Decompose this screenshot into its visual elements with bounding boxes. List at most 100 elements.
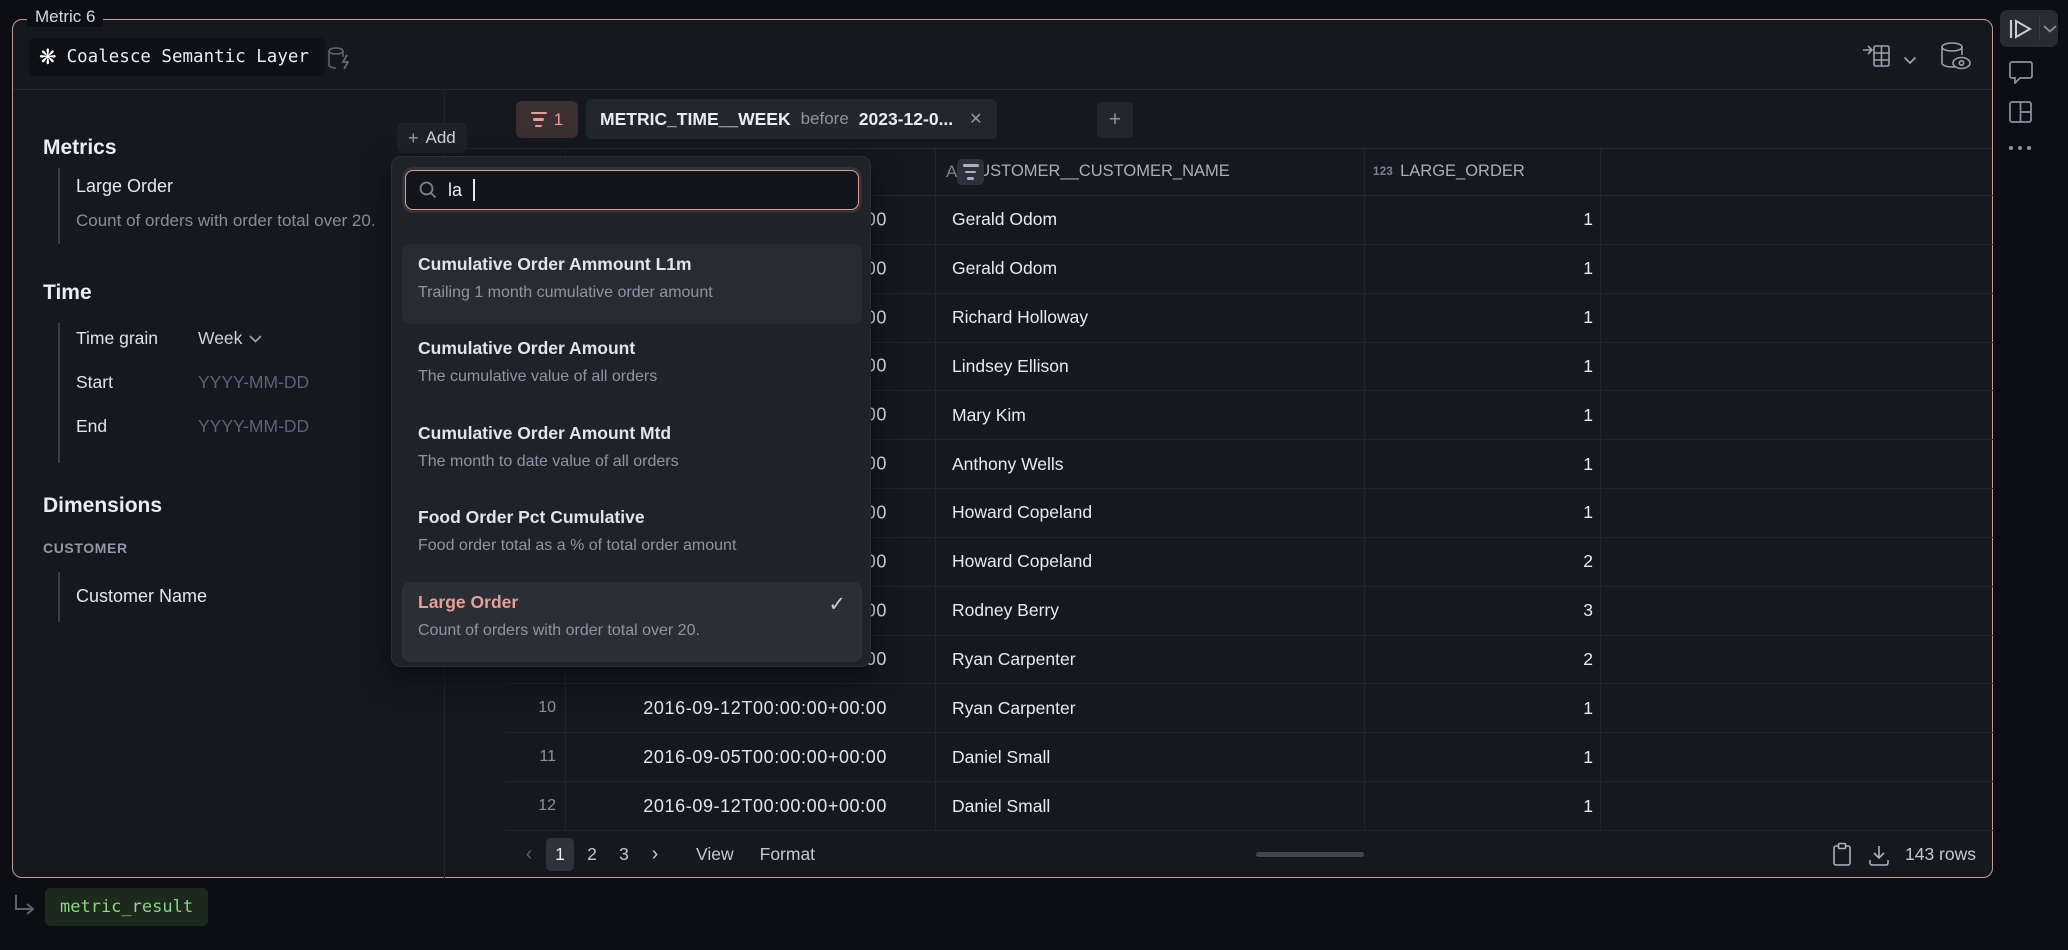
horizontal-scrollbar[interactable] [1256,852,1364,857]
table-footer: ‹ 1 2 3 › View Format 143 rows [506,831,1991,878]
cell-date: 2016-09-12T00:00:00+00:00 [566,782,936,830]
header-customer-name[interactable]: A CUSTOMER__CUSTOMER_NAME [936,148,1365,195]
search-icon [419,181,437,199]
cell-value: 2 [1365,635,1601,684]
time-grain-value: Week [198,328,243,348]
cell-value: 1 [1365,489,1601,537]
dropdown-option[interactable]: Food Order Pct Cumulative Food order tot… [418,507,737,554]
filter-field: METRIC_TIME__WEEK [600,108,791,129]
cell-value: 1 [1365,196,1601,244]
comment-icon[interactable] [2008,60,2034,89]
snowflake-icon: ❋ [39,45,57,69]
chevron-down-icon[interactable] [1903,52,1917,70]
insert-table-icon[interactable] [1861,44,1891,73]
cell-value: 1 [1365,293,1601,342]
copy-icon[interactable] [1831,842,1853,867]
filter-value: 2023-12-0... [858,108,954,129]
dropdown-option[interactable]: Cumulative Order Amount Mtd The month to… [418,423,679,470]
cell-value: 2 [1365,537,1601,586]
dropdown-option[interactable]: Cumulative Order Ammount L1m Trailing 1 … [402,244,862,324]
header-filler [1601,148,1994,195]
dropdown-option[interactable]: Cumulative Order Amount The cumulative v… [418,338,658,385]
cell-date: 2016-09-12T00:00:00+00:00 [566,684,936,733]
more-options-icon[interactable] [2009,146,2031,150]
end-label: End [76,416,108,436]
filter-row-divider [444,148,1992,149]
cell-value: 1 [1365,391,1601,440]
header-large-order-label: LARGE_ORDER [1400,162,1525,180]
table-row[interactable]: 00 Richard Holloway 1 [506,293,1994,343]
filter-operator: before [800,109,849,128]
cell-value: 1 [1365,733,1601,782]
next-page-button[interactable]: › [651,843,659,865]
remove-filter-icon[interactable]: ✕ [969,111,983,128]
header-customer-label: CUSTOMER__CUSTOMER_NAME [966,162,1230,180]
prev-page-button[interactable]: ‹ [525,843,533,865]
text-type-icon: A [946,161,958,181]
database-preview-icon[interactable] [1938,41,1974,78]
number-type-icon: 123 [1373,165,1394,178]
dropdown-option-selected[interactable]: Large Order Count of orders with order t… [402,582,862,662]
time-grain-select[interactable]: Week [198,328,263,349]
dimension-group-label: CUSTOMER [43,540,128,556]
chevron-down-icon [249,334,263,343]
time-strip [58,323,60,463]
filter-icon [530,111,547,128]
table-row[interactable]: 12 2016-09-12T00:00:00+00:00 Daniel Smal… [506,782,1994,831]
run-options-chevron-icon[interactable] [2042,24,2058,33]
start-date-input[interactable]: YYYY-MM-DD [198,372,310,392]
semantic-layer-badge[interactable]: ❋ Coalesce Semantic Layer [29,38,325,76]
download-icon[interactable] [1867,843,1891,867]
run-cell-button[interactable] [2000,10,2058,47]
column-filter-indicator[interactable] [957,159,984,185]
cell-customer: Gerald Odom [936,244,1365,293]
metric-name[interactable]: Large Order [76,176,174,196]
view-menu[interactable]: View [696,844,734,864]
cell-value: 1 [1365,782,1601,830]
cell-value: 1 [1365,440,1601,489]
page-2-button[interactable]: 2 [587,844,597,864]
table-row[interactable]: 00 Gerald Odom 1 [506,244,1994,294]
page-1-button[interactable]: 1 [546,838,574,871]
database-edit-icon[interactable] [326,46,354,77]
cell-customer: Mary Kim [936,391,1365,440]
cell-value: 1 [1365,244,1601,293]
table-row[interactable]: 11 2016-09-05T00:00:00+00:00 Daniel Smal… [506,733,1994,783]
return-arrow-icon [12,892,40,925]
table-row[interactable]: 10 2016-09-12T00:00:00+00:00 Ryan Carpen… [506,684,1994,734]
cell-customer: Gerald Odom [936,196,1365,244]
metrics-heading: Metrics [43,136,117,159]
cell-value: 1 [1365,342,1601,391]
cell-customer: Lindsey Ellison [936,342,1365,391]
cell-value: 1 [1365,684,1601,733]
cell-customer: Anthony Wells [936,440,1365,489]
filter-chip[interactable]: METRIC_TIME__WEEK before 2023-12-0... ✕ [586,99,997,139]
filter-count-badge[interactable]: 1 [516,101,578,138]
add-filter-button[interactable]: + [1097,102,1133,138]
cell-customer: Daniel Small [936,782,1365,830]
check-icon: ✓ [828,593,846,616]
format-menu[interactable]: Format [759,844,816,864]
cell-customer: Ryan Carpenter [936,684,1365,733]
add-metric-button[interactable]: + Add [397,123,467,153]
header-metric-time[interactable] [566,148,984,195]
search-query: la [448,179,463,200]
page-3-button[interactable]: 3 [619,844,629,864]
metric-description: Count of orders with order total over 20… [76,211,376,230]
output-variable[interactable]: metric_result [45,888,209,926]
add-metric-label: Add [425,128,456,147]
metric-search-input[interactable]: la [405,170,859,210]
cell-value: 3 [1365,586,1601,635]
metric-item-strip [58,168,60,244]
start-label: Start [76,372,113,392]
cell-customer: Rodney Berry [936,586,1365,635]
time-grain-label: Time grain [76,328,159,348]
layout-panes-icon[interactable] [2008,100,2033,129]
results-table: A CUSTOMER__CUSTOMER_NAME 123 LARGE_ORDE… [506,148,1994,831]
row-index: 10 [506,684,566,733]
plus-icon: + [408,127,419,148]
dimension-name[interactable]: Customer Name [76,586,208,606]
end-date-input[interactable]: YYYY-MM-DD [198,416,310,436]
header-large-order[interactable]: 123 LARGE_ORDER [1365,148,1601,195]
